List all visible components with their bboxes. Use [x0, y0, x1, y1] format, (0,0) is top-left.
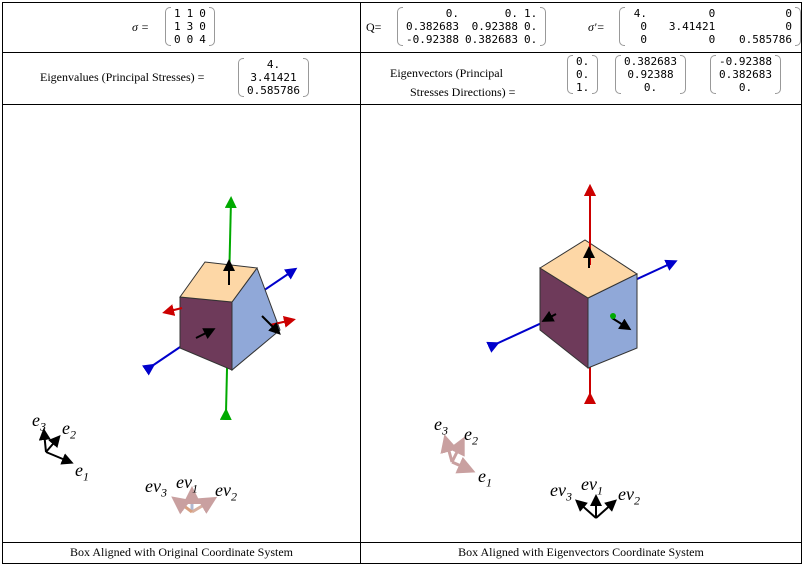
- matrix-cell: 1: [174, 7, 181, 20]
- e1-arrow: [451, 456, 476, 474]
- e2-label: e2: [62, 418, 76, 442]
- matrix-cell: 3.41421: [668, 20, 716, 33]
- left-caption: Box Aligned with Original Coordinate Sys…: [70, 545, 293, 559]
- normal-arrow: [261, 315, 281, 335]
- matrix-cell: 4.: [633, 7, 648, 20]
- ev2-label-right: ev2: [618, 484, 640, 508]
- eigenvector-component: 0.382683: [624, 55, 677, 68]
- e1-label-right: e1: [478, 466, 492, 490]
- matrix-cell: 1: [186, 7, 194, 20]
- matrix-cell: 1: [174, 20, 181, 33]
- e1-label: e1: [75, 460, 89, 484]
- matrix-cell: 0.382683: [464, 33, 518, 46]
- matrix-cell: 0: [708, 33, 716, 46]
- sigma-prime-matrix: 4. 0 0 0 3.41421 0 0 0 0.585786: [619, 7, 801, 46]
- eigenvalues-label: Eigenvalues (Principal Stresses) =: [40, 70, 205, 84]
- matrix-cell: 0.: [445, 7, 459, 20]
- right-cube-scene[interactable]: [440, 184, 678, 519]
- eigenvector-component: 0.: [643, 81, 658, 94]
- e2-arrow: [45, 434, 61, 453]
- matrix-cell: 0: [785, 20, 792, 33]
- eigenvector-component: 1.: [576, 81, 590, 94]
- matrix-cell: 0: [640, 20, 648, 33]
- ev1-label-right: ev1: [581, 474, 603, 498]
- y-axis-arrow-back: [162, 304, 183, 316]
- green-axis-dot: [610, 313, 616, 319]
- matrix-cell: 0.382683: [406, 20, 459, 33]
- right-caption: Box Aligned with Eigenvectors Coordinate…: [458, 545, 704, 559]
- matrix-cell: 0.: [504, 7, 518, 20]
- right-caption-cell: [360, 542, 802, 564]
- eigenvector-component: -0.92388: [719, 55, 772, 68]
- matrix-cell: -0.92388: [406, 33, 459, 46]
- matrix-cell: 0.: [523, 33, 538, 46]
- eigenvector-component: 0.382683: [719, 68, 772, 81]
- left-cube-scene[interactable]: [38, 196, 298, 515]
- normal-arrow: [195, 328, 216, 339]
- e2-label-right: e2: [464, 424, 478, 448]
- sigma-label: σ =: [132, 20, 150, 34]
- ev2-arrow: [595, 499, 617, 519]
- cube-top-face: [539, 239, 639, 299]
- matrix-cell: 0.92388: [471, 20, 518, 33]
- e3-arrow: [440, 434, 458, 463]
- e3-arrow: [38, 428, 51, 453]
- eigenvector-component: 0.92388: [627, 68, 674, 81]
- ev3-label: ev3: [145, 476, 167, 500]
- eigenvector-component: 0.: [576, 68, 590, 81]
- eigenvector-3: -0.92388 0.382683 0.: [710, 55, 781, 94]
- eigenvector-1: 0. 0. 1.: [567, 55, 599, 94]
- eigenvector-component: 0.: [738, 81, 753, 94]
- normal-arrow: [611, 317, 632, 331]
- matrix-cell: 0: [199, 20, 206, 33]
- cube-top-face: [179, 261, 258, 303]
- matrix-cell: 0.585786: [739, 33, 792, 46]
- q-label: Q=: [366, 20, 382, 34]
- eigenvectors-label-2: Stresses Directions) =: [410, 85, 516, 99]
- eigenvalues-vector: 4. 3.41421 0.585786: [238, 58, 309, 97]
- ev1-label: ev1: [176, 472, 198, 496]
- matrix-cell: 0: [708, 7, 716, 20]
- sigma-prime-label: σ'=: [588, 20, 605, 34]
- eigenvector-component: 0.: [576, 55, 590, 68]
- e2-arrow: [448, 436, 465, 463]
- matrix-cell: 0: [640, 33, 648, 46]
- matrix-cell: 0.585786: [247, 84, 300, 97]
- e3-label: e3: [32, 410, 46, 434]
- eigenvector-2: 0.382683 0.92388 0.: [615, 55, 686, 94]
- ev3-arrow: [171, 496, 193, 515]
- matrix-cell: 0: [186, 33, 194, 46]
- normal-arrow: [541, 310, 557, 322]
- matrix-cell: 3: [186, 20, 194, 33]
- matrix-cell: 0: [174, 33, 181, 46]
- ev2-arrow: [191, 496, 218, 514]
- q-matrix: 0. 0. 1. 0.382683 0.92388 0. -0.92388 0.382683 0…: [397, 7, 547, 46]
- matrix-cell: 0.: [523, 20, 538, 33]
- matrix-cell: 4.: [266, 58, 281, 71]
- eigenvectors-label-1: Eigenvectors (Principal: [390, 66, 503, 80]
- ev3-label-right: ev3: [550, 480, 572, 504]
- ev2-label: ev2: [215, 480, 237, 504]
- e3-label-right: e3: [434, 414, 448, 438]
- matrix-cell: 0: [199, 7, 206, 20]
- matrix-cell: 0: [785, 7, 792, 20]
- e1-arrow: [45, 451, 74, 465]
- matrix-cell: 1.: [523, 7, 538, 20]
- matrix-cell: 3.41421: [250, 71, 297, 84]
- matrix-cell: 4: [199, 33, 206, 46]
- ev3-arrow: [575, 499, 597, 519]
